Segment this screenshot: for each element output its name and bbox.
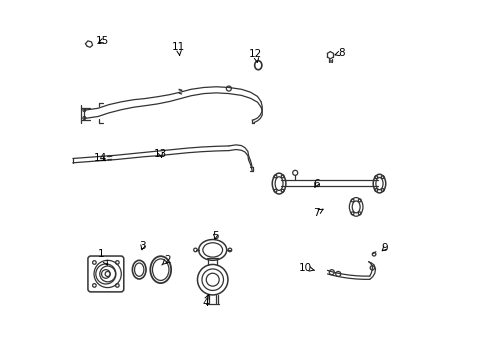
Text: 12: 12 bbox=[249, 49, 262, 62]
Text: 10: 10 bbox=[299, 263, 315, 273]
Text: 5: 5 bbox=[212, 231, 219, 240]
Text: 6: 6 bbox=[314, 179, 320, 189]
Text: 1: 1 bbox=[98, 248, 107, 265]
Text: 2: 2 bbox=[162, 255, 171, 265]
Text: 3: 3 bbox=[140, 241, 146, 251]
Text: 14: 14 bbox=[94, 153, 107, 163]
Text: 7: 7 bbox=[314, 208, 323, 218]
Text: 13: 13 bbox=[154, 149, 168, 159]
Text: 15: 15 bbox=[96, 36, 109, 46]
Text: 4: 4 bbox=[202, 294, 209, 308]
Text: 9: 9 bbox=[382, 243, 388, 253]
Text: 8: 8 bbox=[335, 48, 345, 58]
Text: 11: 11 bbox=[172, 42, 185, 55]
